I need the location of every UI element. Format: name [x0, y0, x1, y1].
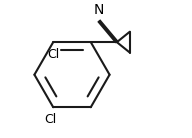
Text: Cl: Cl: [44, 113, 56, 126]
Text: N: N: [94, 3, 104, 17]
Text: Cl: Cl: [47, 48, 59, 61]
